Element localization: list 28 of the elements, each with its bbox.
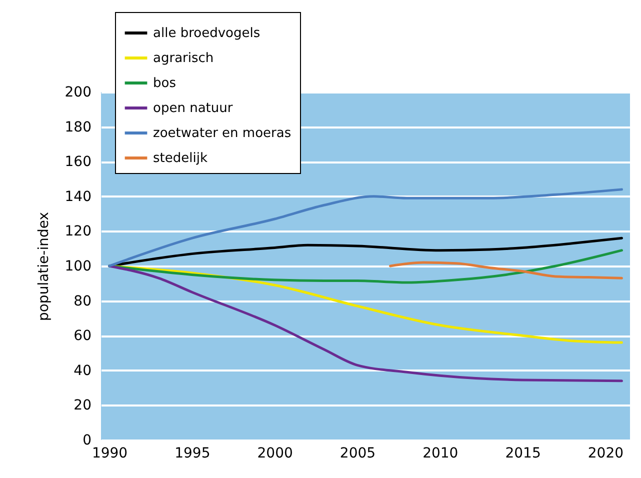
x-tick-label: 1990 <box>92 446 128 462</box>
y-tick-label: 160 <box>64 154 92 170</box>
y-tick-label: 80 <box>74 293 92 310</box>
y-tick-label: 100 <box>64 258 92 274</box>
legend-label: open natuur <box>153 101 234 116</box>
line-series <box>108 188 623 268</box>
y-tick-label: 60 <box>74 328 92 344</box>
legend-label: stedelijk <box>153 151 208 166</box>
x-tick-label: 2020 <box>588 446 624 462</box>
legend-label: zoetwater en moeras <box>153 126 292 141</box>
y-tick-label: 140 <box>64 188 92 205</box>
x-tick-label: 2010 <box>422 446 458 462</box>
y-tick-label: 120 <box>64 224 92 240</box>
x-tick-label: 1995 <box>174 446 210 462</box>
legend-label: alle broedvogels <box>153 26 260 41</box>
y-tick-label: 0 <box>82 432 92 448</box>
y-tick-label: 180 <box>64 119 92 136</box>
x-tick-label: 2015 <box>505 446 541 462</box>
x-tick-label: 2000 <box>257 446 293 462</box>
line-series <box>389 261 623 280</box>
y-tick-label: 20 <box>74 398 92 414</box>
y-tick-label: 40 <box>74 362 92 379</box>
x-tick-label: 2005 <box>340 446 376 462</box>
legend-label: bos <box>153 76 176 91</box>
y-tick-label: 200 <box>64 84 92 100</box>
line-series <box>108 264 623 382</box>
y-axis-title: populatie-index <box>36 212 52 322</box>
legend-label: agrarisch <box>153 51 214 66</box>
